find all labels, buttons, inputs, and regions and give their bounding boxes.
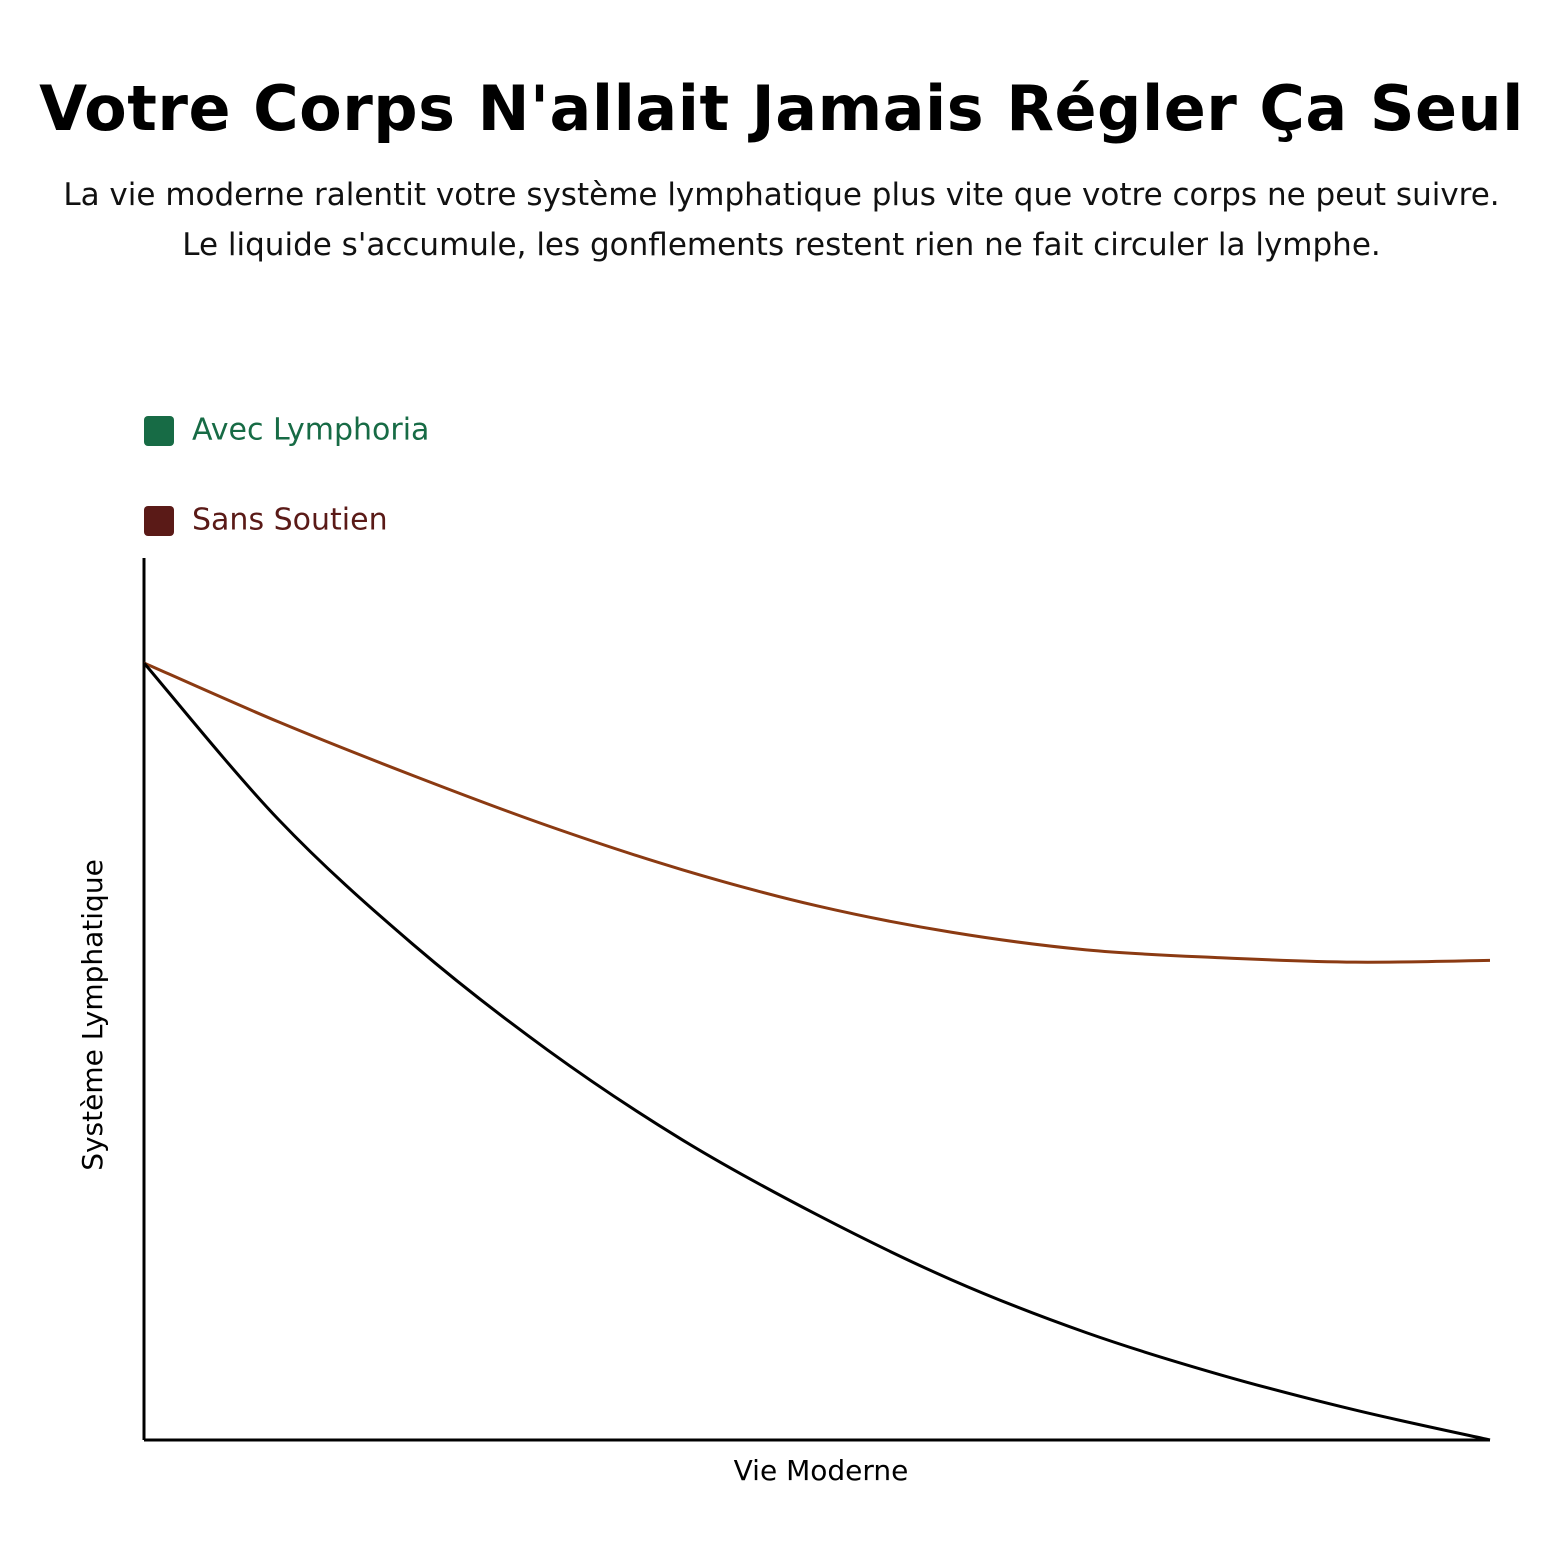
legend-label: Sans Soutien [192, 503, 388, 538]
y-axis-label: Système Lymphatique [76, 859, 109, 1171]
data-line [143, 661, 1491, 964]
legend-swatch [144, 506, 174, 536]
legend-label: Avec Lymphoria [192, 413, 429, 448]
data-line [142, 661, 1491, 1442]
chart-title: Votre Corps N'allait Jamais Régler Ça Se… [39, 72, 1524, 145]
x-axis-label: Vie Moderne [734, 1454, 909, 1487]
legend-swatch [144, 416, 174, 446]
chart-subtitle: La vie moderne ralentit votre système ly… [63, 177, 1500, 263]
